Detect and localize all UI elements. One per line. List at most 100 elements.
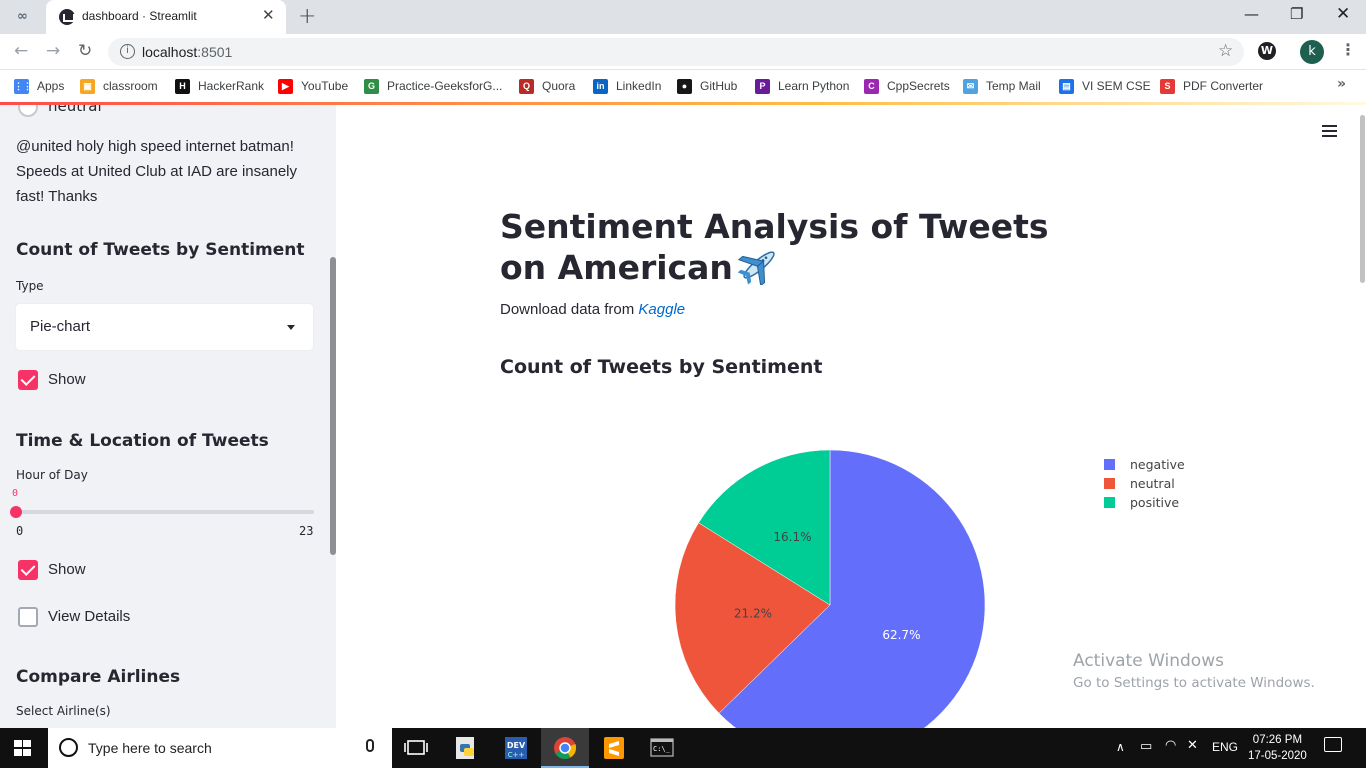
volume-muted-icon[interactable]: ✕	[1187, 738, 1198, 753]
profile-avatar[interactable]: k	[1300, 40, 1324, 64]
bookmark-github[interactable]: ● GitHub	[677, 77, 737, 95]
legend-swatch	[1104, 496, 1115, 508]
terminal-icon[interactable]: C:\_	[638, 728, 686, 768]
wifi-icon[interactable]: ◠	[1165, 738, 1177, 753]
restore-window-icon[interactable]: ❐	[1290, 5, 1304, 23]
compare-section-heading: Compare Airlines	[16, 667, 181, 687]
clock-date: 17-05-2020	[1248, 750, 1307, 762]
bookmarks-bar: ⋮⋮ Apps ▣ classroom H HackerRank ▶ YouTube G Prac…	[0, 70, 1366, 102]
chrome-taskbar-icon[interactable]	[541, 728, 589, 768]
taskbar-search-box[interactable]: Type here to search	[48, 728, 392, 768]
chart-type-select[interactable]: Pie-chart	[16, 304, 313, 350]
sublime-text-icon[interactable]	[590, 728, 638, 768]
reload-icon[interactable]: ↻	[78, 41, 93, 61]
bookmark-quora[interactable]: Q Quora	[519, 77, 575, 95]
sidebar: neutral @united holy high speed internet…	[0, 105, 336, 728]
pie-slice-positive[interactable]	[698, 449, 831, 606]
geeksforgeeks-icon: G	[364, 78, 379, 94]
legend-label: negative	[1130, 456, 1185, 472]
pie-slice-neutral[interactable]	[674, 522, 831, 714]
pie-slice-negative[interactable]	[718, 449, 986, 728]
download-text: Download data from Kaggle	[500, 301, 686, 318]
taskbar-search-placeholder: Type here to search	[88, 740, 212, 756]
wordpress-extension-icon[interactable]: W	[1258, 42, 1276, 60]
address-bar[interactable]: i localhost:8501 ☆	[108, 38, 1244, 66]
legend-item-neutral[interactable]: neutral	[1104, 475, 1175, 491]
watermark-line1: Activate Windows	[1073, 651, 1224, 671]
legend-item-negative[interactable]: negative	[1104, 456, 1185, 472]
pie-label-neutral: 21.2%	[734, 606, 772, 620]
type-label: Type	[16, 279, 44, 293]
bookmark-cppsecrets[interactable]: C CppSecrets	[864, 77, 950, 95]
windows-start-icon[interactable]	[14, 740, 31, 756]
radio-neutral-label: neutral	[48, 105, 102, 115]
hour-slider-thumb[interactable]	[10, 506, 22, 518]
bookmark-star-icon[interactable]: ☆	[1218, 41, 1234, 61]
random-tweet-text: @united holy high speed internet batman!…	[16, 138, 297, 205]
tab-search-icon[interactable]: ∞	[17, 9, 28, 24]
pie-chart: 62.7% 21.2% 16.1%	[674, 449, 986, 728]
back-icon[interactable]: ←	[14, 41, 29, 61]
count-show-checkbox[interactable]: Show	[16, 367, 316, 395]
language-indicator[interactable]: ENG	[1212, 740, 1239, 754]
hamburger-menu-icon[interactable]	[1322, 125, 1337, 137]
checkbox-checked-icon[interactable]	[18, 370, 38, 390]
new-tab-button[interactable]: +	[298, 4, 317, 29]
dev-cpp-icon[interactable]: DEV C++	[492, 728, 540, 768]
bookmark-vi-sem-cse[interactable]: ▤ VI SEM CSE	[1059, 77, 1151, 95]
bookmark-practice-geeksforg[interactable]: G Practice-GeeksforG...	[364, 77, 502, 95]
bookmark-label: VI SEM CSE	[1082, 79, 1151, 93]
site-info-icon[interactable]: i	[120, 44, 135, 59]
main-scrollbar[interactable]	[1360, 115, 1365, 283]
browser-tab[interactable]: dashboard · Streamlit ✕	[46, 0, 286, 34]
kaggle-link[interactable]: Kaggle	[638, 301, 686, 318]
count-show-label: Show	[48, 371, 86, 388]
bookmark-linkedin[interactable]: in LinkedIn	[593, 77, 661, 95]
bookmark-hackerrank[interactable]: H HackerRank	[175, 77, 264, 95]
more-bookmarks-icon[interactable]: »	[1337, 76, 1347, 92]
legend-label: neutral	[1130, 475, 1175, 491]
hour-slider-track[interactable]	[16, 510, 314, 514]
cortana-icon	[59, 738, 78, 757]
windows-taskbar: Type here to search DEV C++ C:\_ ∧ ▭ ◠ ✕ …	[0, 728, 1366, 768]
forward-icon[interactable]: →	[46, 41, 61, 61]
bookmark-youtube[interactable]: ▶ YouTube	[278, 77, 348, 95]
learnpython-icon: P	[755, 78, 770, 94]
time-section-heading: Time & Location of Tweets	[16, 431, 269, 451]
time-show-checkbox[interactable]: Show	[16, 557, 316, 585]
checkbox-checked-icon[interactable]	[18, 560, 38, 580]
activate-windows-watermark: Activate Windows Go to Settings to activ…	[1073, 651, 1315, 691]
legend-item-positive[interactable]: positive	[1104, 494, 1179, 510]
taskbar-clock[interactable]: 07:26 PM 17-05-2020	[1248, 732, 1307, 764]
python-idle-icon[interactable]	[442, 728, 490, 768]
bookmark-learn-python[interactable]: P Learn Python	[755, 77, 849, 95]
browser-menu-icon[interactable]: ⋮	[1340, 40, 1356, 59]
tray-expand-icon[interactable]: ∧	[1116, 740, 1125, 754]
microphone-icon[interactable]	[366, 739, 374, 752]
pie-label-positive: 16.1%	[773, 530, 811, 544]
url-text[interactable]: localhost:8501	[142, 44, 233, 60]
minimize-window-icon[interactable]: —	[1244, 5, 1259, 23]
radio-neutral[interactable]	[18, 105, 38, 117]
tab-close-icon[interactable]: ✕	[262, 6, 275, 24]
contact-icon: ▤	[1059, 78, 1074, 94]
classroom-icon: ▣	[80, 78, 95, 94]
quora-icon: Q	[519, 78, 534, 94]
battery-icon[interactable]: ▭	[1140, 739, 1153, 754]
slider-min-label: 0	[16, 524, 24, 538]
bookmark-apps[interactable]: ⋮⋮ Apps	[14, 77, 64, 95]
task-view-icon[interactable]	[392, 728, 440, 768]
sidebar-scrollbar[interactable]	[330, 257, 336, 555]
svg-text:DEV: DEV	[507, 741, 526, 750]
close-window-icon[interactable]: ✕	[1336, 4, 1351, 24]
chart-type-value: Pie-chart	[30, 318, 91, 335]
bookmark-classroom[interactable]: ▣ classroom	[80, 77, 158, 95]
bookmark-pdf-converter[interactable]: S PDF Converter	[1160, 77, 1263, 95]
view-details-checkbox[interactable]: View Details	[16, 604, 316, 632]
browser-toolbar: ← → ↻ i localhost:8501 ☆ W k ⋮	[0, 34, 1366, 70]
checkbox-unchecked-icon[interactable]	[18, 607, 38, 627]
bookmark-temp-mail[interactable]: ✉ Temp Mail	[963, 77, 1041, 95]
bookmark-label: YouTube	[301, 79, 349, 93]
notifications-icon[interactable]	[1324, 737, 1342, 752]
bookmark-label: Temp Mail	[986, 79, 1041, 93]
